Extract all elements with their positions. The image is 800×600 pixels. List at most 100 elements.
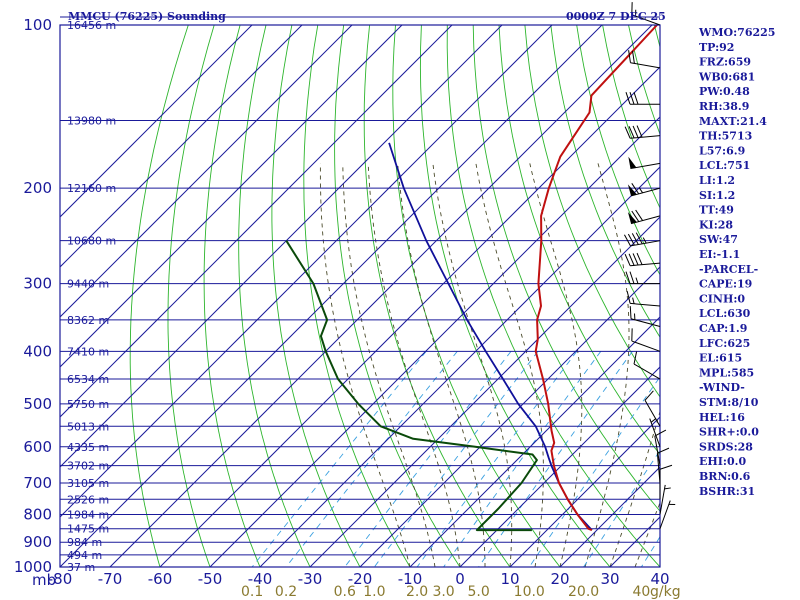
barb-full: [629, 306, 632, 319]
barb-half: [632, 297, 635, 304]
isotherm-line: [359, 266, 660, 567]
index-line: TH:5713: [699, 130, 752, 143]
barb-full: [629, 92, 635, 105]
index-line: MPL:585: [699, 366, 754, 379]
temperature-tick-label: 0: [455, 570, 465, 588]
isotherm-line: [209, 116, 660, 567]
height-label: 4335 m: [67, 441, 109, 454]
moist-adiabat: [475, 163, 544, 567]
barb-full: [628, 253, 635, 266]
barb-full: [632, 50, 635, 64]
index-line: TP:92: [699, 41, 734, 54]
mixing-ratio-tick-label: 20.0: [568, 584, 599, 600]
barb-staff: [659, 484, 666, 515]
index-line: LCL:751: [699, 159, 750, 172]
height-label: 16456 m: [67, 19, 116, 32]
wind-barb: [628, 156, 661, 170]
barb-full: [644, 390, 654, 401]
barb-full: [626, 291, 631, 304]
barb-staff: [631, 340, 661, 352]
barb-staff: [630, 135, 661, 139]
isotherm-line: [60, 25, 303, 268]
wind-barb: [631, 328, 661, 352]
barb-staff: [630, 318, 661, 327]
wind-barb: [629, 306, 661, 327]
pressure-tick-label: 200: [23, 179, 52, 197]
temperature-tick-label: 40: [650, 570, 669, 588]
index-line: -PARCEL-: [699, 263, 758, 276]
dewpoint-trace: [285, 240, 538, 532]
isotherm-line: [559, 466, 660, 567]
isotherm-line: [309, 216, 660, 567]
temperature-tick-label: 20: [550, 570, 569, 588]
isotherm-line: [60, 25, 603, 567]
chart-datetime: 0000Z 7 DEC 25: [566, 10, 666, 23]
height-label: 5750 m: [67, 398, 109, 411]
isotherm-line: [409, 316, 660, 567]
isotherm-line: [109, 25, 653, 567]
index-line: STM:8/10: [699, 396, 759, 409]
temperature-tick-label: -10: [398, 570, 423, 588]
index-line: TT:49: [699, 204, 734, 217]
barb-flag: [627, 184, 637, 196]
barb-full: [628, 50, 631, 63]
isotherm-line: [60, 25, 403, 368]
wind-barb: [644, 390, 661, 427]
height-label: 37 m: [67, 561, 95, 574]
height-label: 13980 m: [67, 114, 116, 127]
index-line: FRZ:659: [699, 56, 751, 69]
index-line: HEL:16: [699, 411, 745, 424]
barb-full: [635, 209, 644, 221]
mixing-ratio-tick-label: 0.2: [275, 584, 297, 600]
temperature-tick-label: -20: [348, 570, 373, 588]
barb-full: [632, 253, 639, 266]
isotherm-line: [60, 25, 453, 418]
index-line: RH:38.9: [699, 100, 749, 113]
mixing-ratio-tick-label: 2.0: [406, 584, 428, 600]
pressure-tick-label: 300: [23, 275, 52, 293]
barb-full: [625, 92, 631, 105]
index-line: SI:1.2: [699, 189, 735, 202]
wind-barb: [654, 429, 667, 466]
mixing-ratio-tick-label: 5.0: [467, 584, 489, 600]
barb-flag: [627, 212, 637, 224]
sounding-profiles: [285, 25, 658, 532]
temperature-tick-label: -70: [98, 570, 123, 588]
height-label: 8362 m: [67, 314, 109, 327]
barb-staff: [630, 240, 661, 247]
barb-full: [624, 126, 631, 139]
pressure-tick-label: 500: [23, 395, 52, 413]
index-line: SHR+:0.0: [699, 426, 759, 439]
wind-barb: [659, 500, 676, 529]
barb-staff: [630, 262, 661, 267]
index-line: L57:6.9: [699, 144, 745, 157]
isotherm-line: [60, 25, 253, 218]
barb-staff: [649, 418, 661, 447]
index-line: MAXT:21.4: [699, 115, 767, 128]
wind-barb: [624, 252, 661, 267]
barb-full: [624, 253, 631, 266]
barb-full: [625, 271, 631, 284]
barb-full: [629, 271, 635, 284]
wind-barb: [623, 232, 661, 247]
moist-adiabat: [367, 163, 461, 567]
wind-barb: [627, 209, 661, 225]
wind-barb: [625, 271, 660, 285]
index-line: WB0:681: [698, 70, 755, 83]
index-line: KI:28: [699, 218, 733, 231]
barb-staff: [630, 302, 661, 307]
pressure-tick-label: 1000: [14, 558, 52, 576]
temperature-trace: [534, 25, 658, 532]
barb-full: [631, 183, 640, 195]
mixing-ratio-tick-label: 40: [632, 584, 650, 600]
moist-adiabat: [609, 409, 660, 567]
pressure-tick-label: 100: [23, 16, 52, 34]
isotherm-line: [509, 416, 660, 567]
plot-frame: [59, 16, 661, 568]
wind-barbs: [623, 2, 676, 529]
index-line: PW:0.48: [699, 85, 750, 98]
